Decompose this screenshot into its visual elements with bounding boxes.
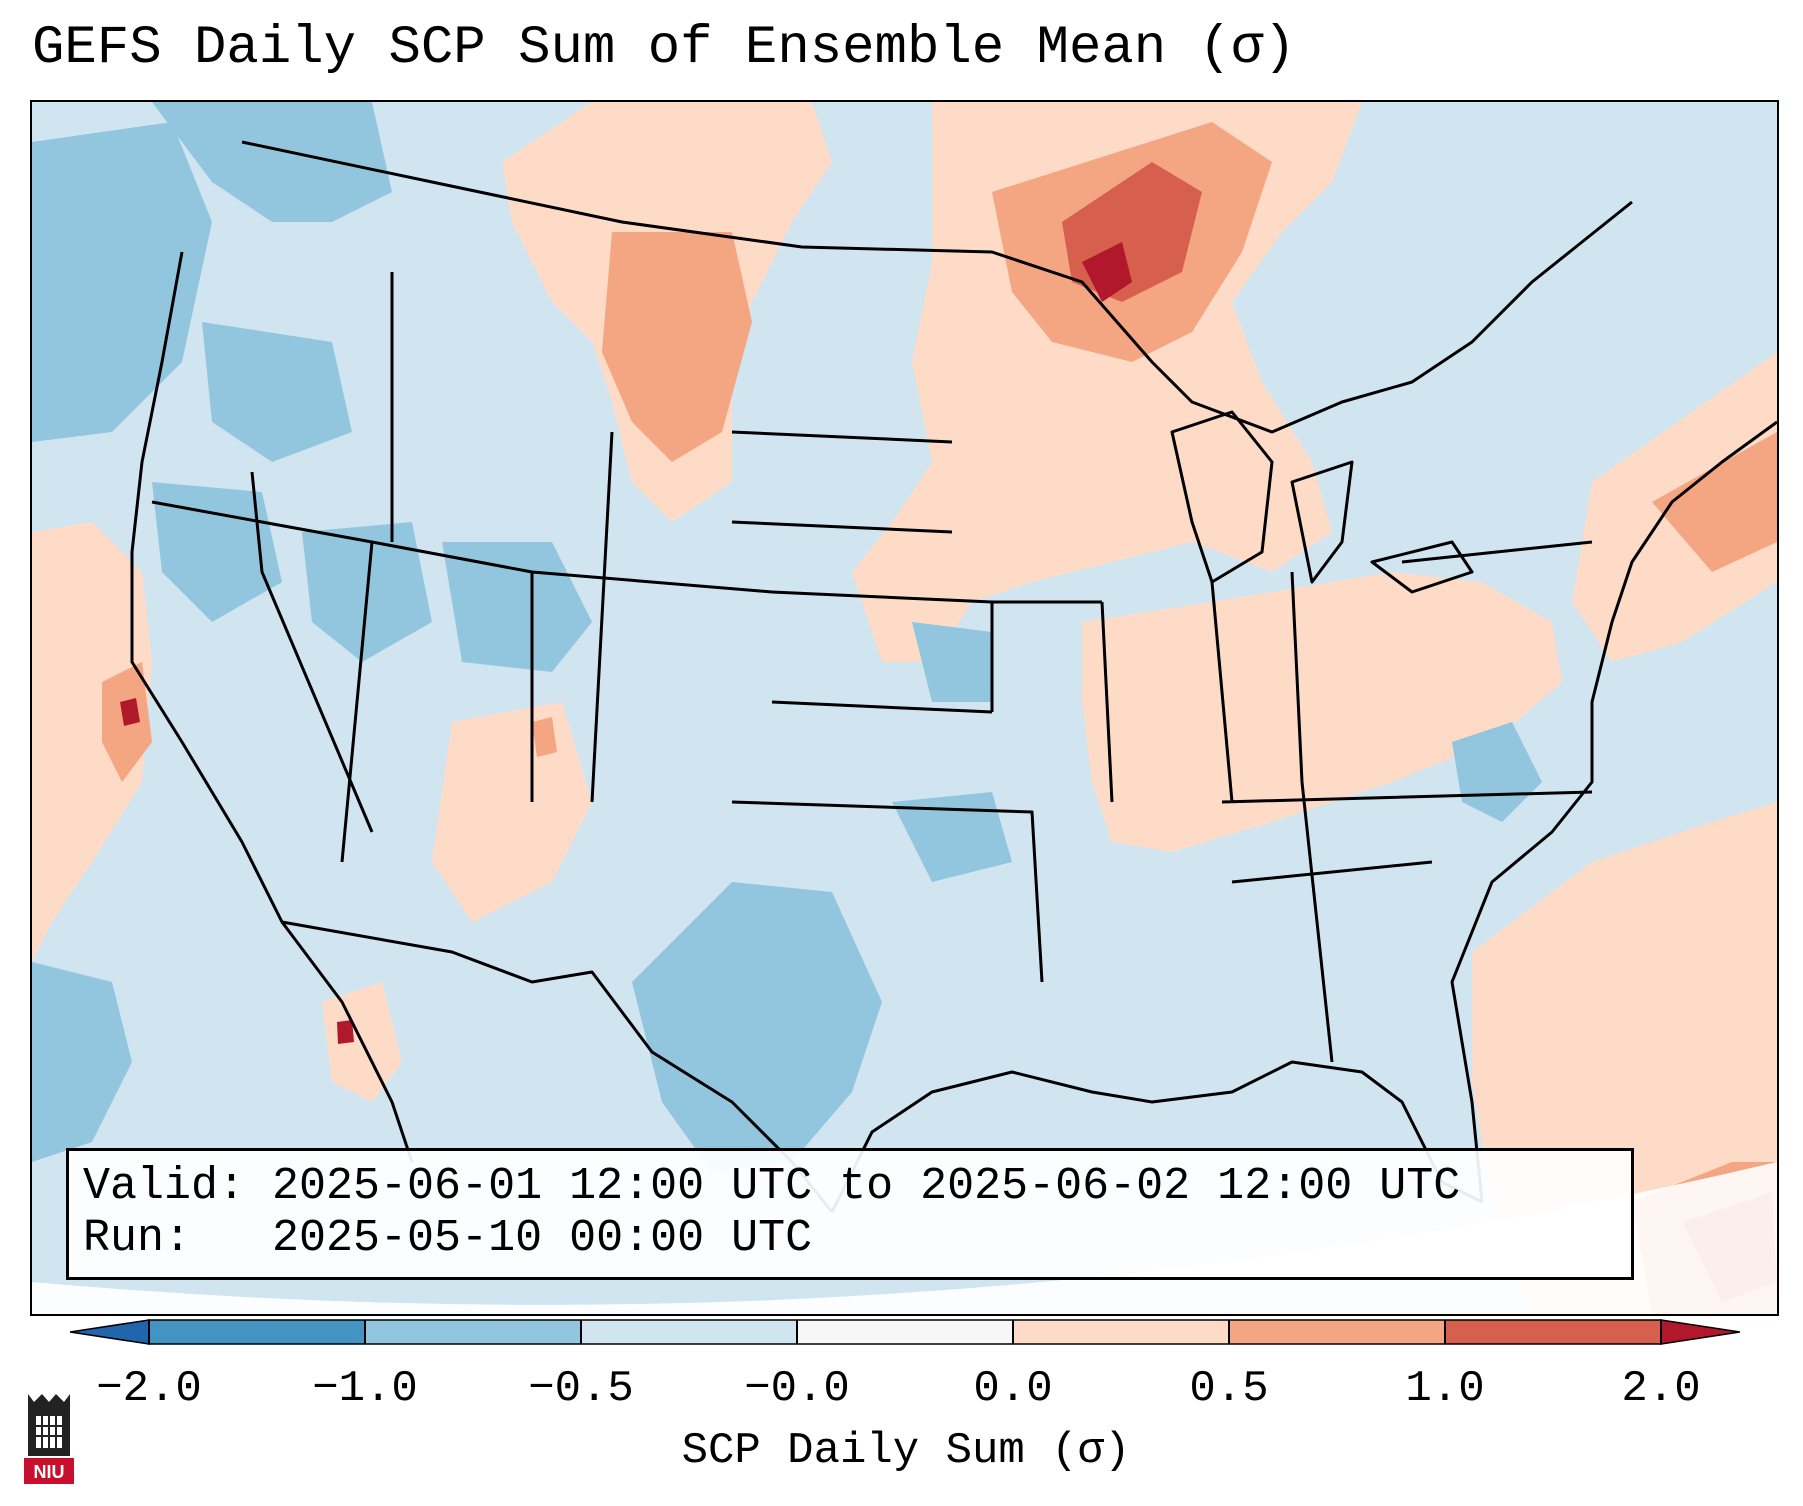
colorbar-tick-label: 0.5 [1189, 1364, 1269, 1414]
colorbar-segment-1-2 [1445, 1320, 1661, 1344]
colorbar-segment-zero [797, 1320, 1013, 1344]
gulf-coast [830, 1060, 1483, 1213]
colorbar-tick-label: −2.0 [96, 1364, 202, 1414]
colorbar-tick-label: −1.0 [312, 1364, 418, 1414]
run-time-text: Run: 2025-05-10 00:00 UTC [83, 1213, 813, 1264]
east-coast [1450, 420, 1777, 1203]
anomaly-patch-nm-core [532, 717, 557, 757]
state-lines-east [1100, 540, 1593, 1063]
svg-text:NIU: NIU [34, 1462, 65, 1482]
colorbar-segment-neg2-neg1 [149, 1320, 365, 1344]
anomaly-patch-montana [602, 232, 752, 462]
niu-logo: NIU [24, 1394, 74, 1484]
colorbar-extend-high [1660, 1319, 1740, 1345]
anomaly-patch-kansas [912, 622, 992, 702]
anomaly-patch-new-england [1652, 432, 1777, 572]
anomaly-patch-pacific-coast [32, 522, 152, 962]
valid-run-info-box: Valid: 2025-06-01 12:00 UTC to 2025-06-0… [66, 1148, 1634, 1280]
anomaly-patch-nevada [152, 482, 282, 622]
colorbar-segment-neg1-neg05 [365, 1320, 581, 1344]
colorbar-segment-0-05 [1013, 1320, 1229, 1344]
anomaly-patch-ne-pacific [32, 122, 212, 442]
anomaly-patch-pacific-nw [152, 102, 392, 222]
anomaly-patch-oklahoma [892, 792, 1012, 882]
state-lines-west [151, 272, 773, 863]
state-lines-central [731, 430, 1102, 983]
map-panel [30, 100, 1779, 1316]
colorbar-tick-label: 0.0 [973, 1364, 1053, 1414]
colorbar-extend-low [70, 1319, 150, 1345]
great-lakes [1170, 410, 1474, 594]
anomaly-patch-carolinas [1452, 722, 1542, 822]
colorbar-segment-neg05-0 [581, 1320, 797, 1344]
west-coast [130, 251, 414, 1163]
anomaly-patch-new-mexico [432, 702, 592, 922]
colorbar-tick-label: 1.0 [1405, 1364, 1485, 1414]
anomaly-patch-baja-peak [337, 1020, 354, 1044]
colorbar-tick-label: 2.0 [1621, 1364, 1701, 1414]
anomaly-patch-socal-peak [120, 698, 140, 726]
colorbar-segment-05-1 [1229, 1320, 1445, 1344]
colorbar-tick-label: −0.5 [528, 1364, 634, 1414]
anomaly-patch-east-pacific [32, 962, 132, 1162]
valid-time-text: Valid: 2025-06-01 12:00 UTC to 2025-06-0… [83, 1161, 1461, 1212]
colorbar [70, 1319, 1740, 1345]
anomaly-patch-superior-peak [1082, 242, 1132, 302]
political-boundaries [130, 140, 1777, 1213]
anomaly-patch-texas [632, 882, 882, 1172]
us-canada-border [241, 140, 1633, 434]
anomaly-patch-oregon [202, 322, 352, 462]
colorbar-tick-label: −0.0 [744, 1364, 850, 1414]
map-canvas [32, 102, 1777, 1314]
chart-title: GEFS Daily SCP Sum of Ensemble Mean (σ) [32, 18, 1296, 79]
anomaly-patch-ohio-valley [1082, 572, 1562, 852]
colorbar-label: SCP Daily Sum (σ) [681, 1426, 1131, 1476]
